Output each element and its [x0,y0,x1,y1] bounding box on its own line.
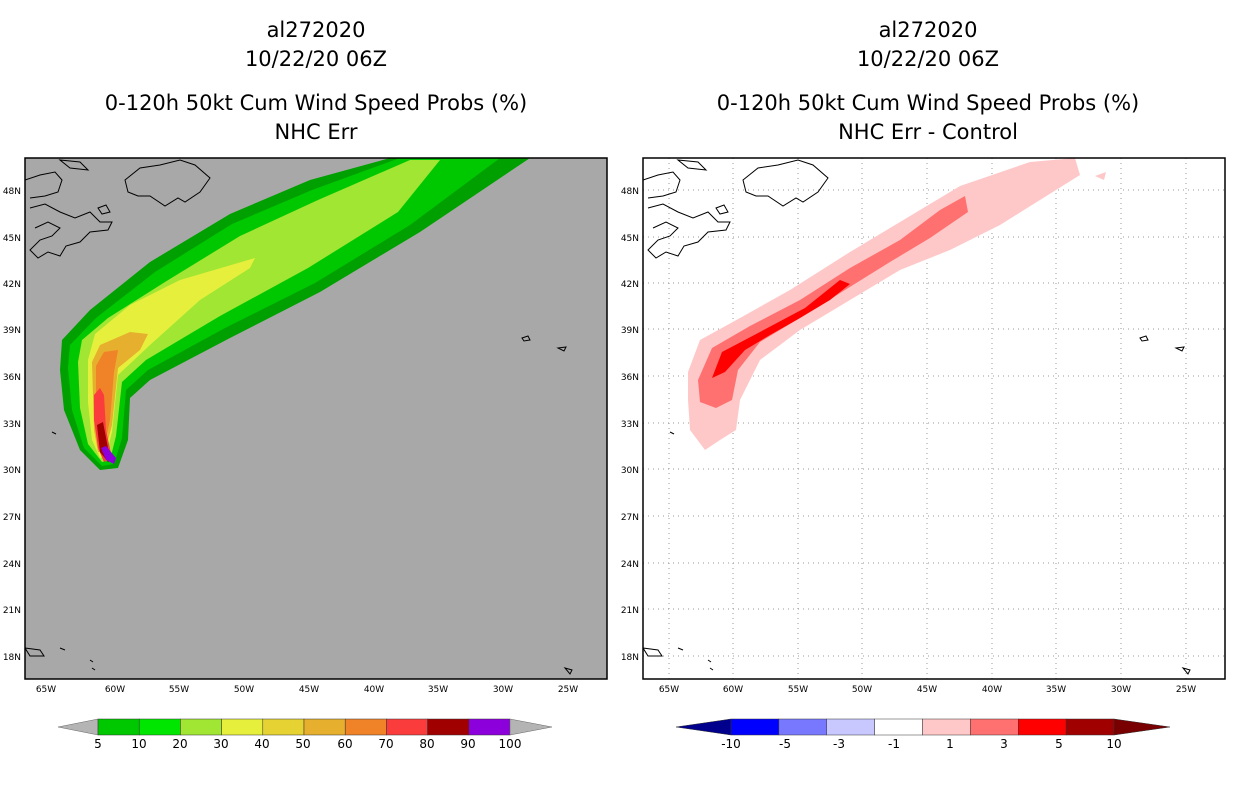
right-colorbar-swatch [1065,718,1115,736]
right-lon-label: 40W [982,685,1002,695]
left-lon-label: 60W [105,685,125,695]
right-lon-label: 65W [659,685,679,695]
left-lat-label: 24N [3,560,21,570]
left-panel-title: al272020 10/22/20 06Z 0-120h 50kt Cum Wi… [36,16,596,147]
right-lat-label: 27N [621,513,639,523]
left-colorbar-label: 10 [131,737,146,751]
right-colorbar-high-end [1113,718,1171,736]
right-lat-label: 30N [621,466,639,476]
left-colorbar-label: 20 [172,737,187,751]
right-colorbar-label: -5 [779,737,791,751]
right-lat-label: 45N [621,234,639,244]
right-colorbar-label: -10 [721,737,741,751]
left-lat-label: 33N [3,420,21,430]
left-lon-label: 25W [558,685,578,695]
left-lat-label: 42N [3,280,21,290]
left-colorbar-label: 60 [337,737,352,751]
right-lat-label: 48N [621,187,639,197]
right-lat-label: 21N [621,606,639,616]
right-colorbar-swatch [730,718,780,736]
right-lat-label: 42N [621,280,639,290]
right-lon-label: 45W [917,685,937,695]
right-colorbar-label: -1 [888,737,900,751]
right-colorbar-swatch [970,718,1019,736]
left-colorbar-label: 30 [213,737,228,751]
left-probability-field [60,158,530,470]
right-title-subtitle: NHC Err - Control [838,120,1018,144]
left-colorbar-label: 50 [295,737,310,751]
left-lat-label: 30N [3,466,21,476]
right-lat-label: 33N [621,420,639,430]
left-lat-label: 21N [3,606,21,616]
left-lon-label: 65W [36,685,56,695]
left-colorbar-label: 90 [460,737,475,751]
right-gridlines [643,158,1225,679]
right-colorbar-label: 10 [1106,737,1121,751]
left-title-product: 0-120h 50kt Cum Wind Speed Probs (%) [104,91,528,115]
right-coastlines [643,159,1191,675]
left-lat-label: 27N [3,513,21,523]
right-lat-label: 18N [621,653,639,663]
right-lon-label: 25W [1176,685,1196,695]
left-title-subtitle: NHC Err [274,120,358,144]
left-lon-label: 30W [493,685,513,695]
left-colorbar-label: 40 [254,737,269,751]
right-lon-label: 60W [723,685,743,695]
left-lon-label: 45W [299,685,319,695]
left-colorbar-label: 100 [499,737,522,751]
right-lat-label: 39N [621,326,639,336]
right-colorbar-swatch [778,718,827,736]
right-colorbar-label: 1 [946,737,954,751]
right-lon-ticks: 65W 60W 55W 50W 45W 40W 35W 30W 25W [659,685,1196,695]
right-lon-label: 50W [852,685,872,695]
right-colorbar-label: 3 [1000,737,1008,751]
right-lon-label: 30W [1111,685,1131,695]
right-colorbar-low-end [675,718,732,736]
right-colorbar-swatch [874,718,923,736]
right-title-product: 0-120h 50kt Cum Wind Speed Probs (%) [716,91,1140,115]
right-lat-label: 24N [621,560,639,570]
left-colorbar-label: 70 [378,737,393,751]
right-lat-ticks: 48N 45N 42N 39N 36N 33N 30N 27N 24N 21N … [621,187,639,663]
left-lon-ticks: 65W 60W 55W 50W 45W 40W 35W 30W 25W [36,685,578,695]
right-panel-title: al272020 10/22/20 06Z 0-120h 50kt Cum Wi… [648,16,1208,147]
right-colorbar-swatch [1018,718,1067,736]
left-lon-label: 35W [428,685,448,695]
right-colorbar-swatch [922,718,971,736]
right-colorbar-swatch [826,718,875,736]
left-lon-label: 40W [364,685,384,695]
right-title-datetime: 10/22/20 06Z [856,47,1000,71]
right-colorbar: -10 -5 -3 -1 1 3 5 10 [675,718,1171,751]
left-lat-label: 48N [3,187,21,197]
left-lon-label: 50W [234,685,254,695]
left-lon-label: 55W [169,685,189,695]
left-coastlines [25,159,573,675]
right-lat-label: 36N [621,373,639,383]
right-lon-label: 55W [788,685,808,695]
right-difference-field [688,158,1106,450]
left-lat-label: 36N [3,373,21,383]
right-colorbar-label: 5 [1055,737,1063,751]
left-colorbar-high-end [509,718,553,736]
left-lat-ticks: 48N 45N 42N 39N 36N 33N 30N 27N 24N 21N … [3,187,21,663]
left-title-storm-id: al272020 [266,18,366,42]
right-title-storm-id: al272020 [878,18,978,42]
right-colorbar-label: -3 [833,737,845,751]
left-lat-label: 18N [3,653,21,663]
left-title-datetime: 10/22/20 06Z [244,47,388,71]
left-colorbar-label: 80 [419,737,434,751]
left-colorbar-label: 5 [94,737,102,751]
left-lat-label: 45N [3,234,21,244]
right-lon-label: 35W [1046,685,1066,695]
left-lat-label: 39N [3,326,21,336]
left-colorbar: 5 10 20 30 40 50 60 70 80 90 100 [57,718,553,751]
